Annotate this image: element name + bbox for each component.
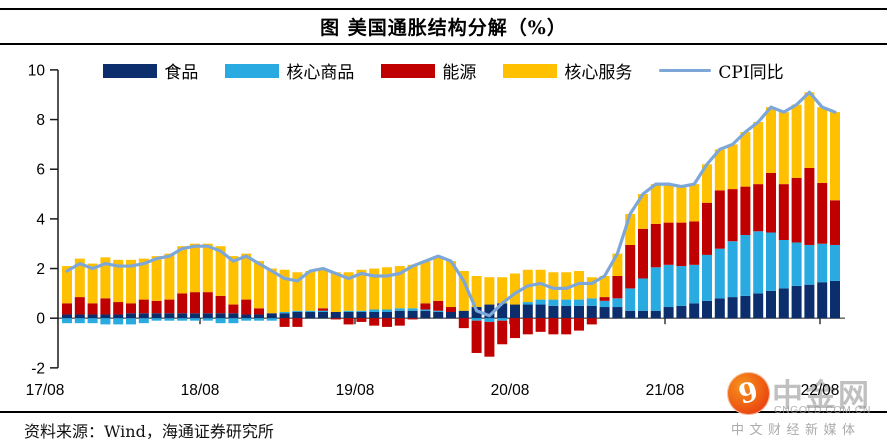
svg-text:18/08: 18/08 [181, 382, 220, 399]
cpi-line-swatch-icon [659, 68, 712, 73]
chart-legend: 食品 核心商品 能源 核心服务 CPI同比 [0, 58, 887, 83]
legend-label-core-goods: 核心商品 [286, 63, 355, 83]
legend-label-cpi: CPI同比 [718, 63, 784, 83]
chart-title: 图 美国通胀结构分解（%） [320, 17, 567, 39]
cpi-line [65, 90, 837, 318]
cpi-decomposition-chart: -2 0 2 4 6 8 10 17/08 18/08 19/08 20/08 21/08 22/08 [26, 62, 845, 399]
legend-label-energy: 能源 [442, 63, 477, 83]
svg-text:10: 10 [28, 62, 46, 79]
legend-item-energy: 能源 [381, 58, 476, 83]
svg-text:19/08: 19/08 [336, 382, 375, 399]
legend-item-core-goods: 核心商品 [225, 58, 354, 83]
svg-text:2: 2 [36, 261, 45, 278]
svg-text:8: 8 [36, 112, 45, 129]
axes: -2 0 2 4 6 8 10 17/08 18/08 19/08 20/08 21/08 22/08 [26, 62, 845, 399]
svg-text:6: 6 [36, 162, 45, 179]
stacked-bars [62, 92, 840, 357]
food-swatch-icon [103, 63, 158, 78]
core-services-swatch-icon [503, 63, 558, 78]
legend-label-core-services: 核心服务 [564, 63, 633, 83]
legend-item-core-services: 核心服务 [503, 58, 632, 83]
footer-rule [0, 411, 887, 413]
top-rule [0, 8, 887, 10]
title-underline-rule [0, 43, 887, 45]
svg-text:0: 0 [36, 311, 45, 328]
svg-text:-2: -2 [31, 360, 45, 377]
source-note: 资料来源：Wind，海通证券研究所 [24, 422, 274, 441]
svg-text:22/08: 22/08 [801, 382, 840, 399]
core-goods-swatch-icon [225, 63, 280, 78]
svg-text:17/08: 17/08 [26, 382, 65, 399]
svg-text:21/08: 21/08 [646, 382, 685, 399]
legend-label-food: 食品 [164, 63, 199, 83]
svg-text:4: 4 [36, 211, 45, 228]
energy-swatch-icon [381, 63, 436, 78]
svg-text:20/08: 20/08 [491, 382, 530, 399]
watermark-tagline: 中文财经新媒体 [731, 422, 861, 437]
legend-item-food: 食品 [103, 58, 198, 83]
legend-item-cpi-line: CPI同比 [659, 58, 784, 83]
